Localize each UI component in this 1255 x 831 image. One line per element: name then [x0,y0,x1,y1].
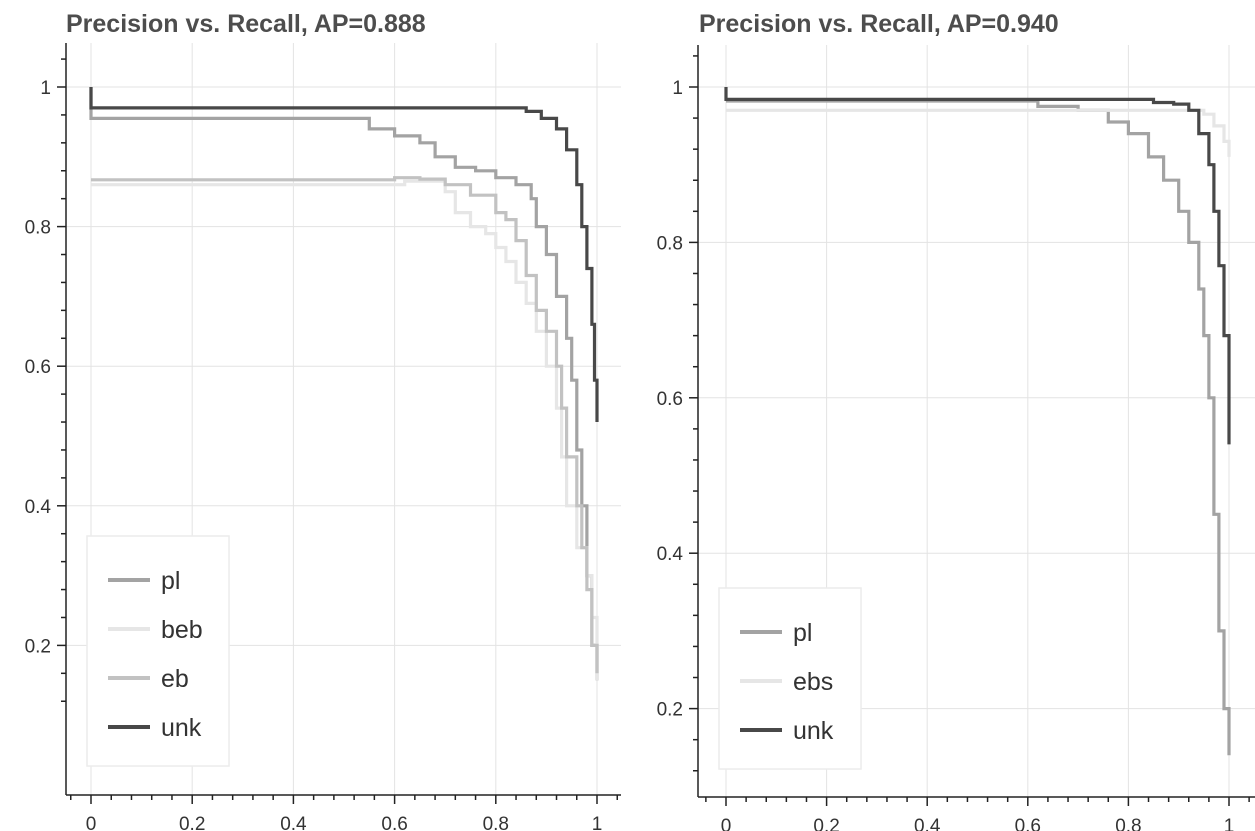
x-tick-label: 0.6 [1015,816,1041,831]
y-tick-label: 0.6 [657,389,683,410]
series-line-unk [89,87,599,422]
x-tick-label: 0.8 [483,814,509,831]
y-tick-label: 1 [672,78,683,99]
legend-box [86,535,230,767]
x-tick-label: 0.4 [280,814,307,831]
series-line-beb [91,179,599,681]
legend: pl beb eb unk [86,535,230,767]
y-tick-label: 0.2 [657,700,683,721]
chart-panel-left: Precision vs. Recall, AP=0.888 0 0.2 0.4 0.… [25,10,621,831]
legend-label-pl: pl [793,619,812,647]
series-group [89,87,599,681]
grid [66,43,621,795]
y-tick-label: 0.2 [25,636,51,657]
y-tick-label: 0.8 [657,233,683,254]
y-tick-label: 0.4 [25,497,52,518]
x-tick-label: 0 [86,814,97,831]
chart-plot-area: 0 0.2 0.4 0.6 0.8 1 0.2 0.4 0.6 0.8 1 pl beb eb unk [25,43,621,831]
x-tick-label: 0.6 [381,814,407,831]
x-tick-label: 1 [592,814,603,831]
chart-title: Precision vs. Recall, AP=0.940 [699,10,1059,38]
series-line-unk [724,87,1231,445]
x-tick-label: 0.4 [914,816,941,831]
legend-label-eb: eb [161,665,189,693]
legend-label-unk: unk [161,714,202,742]
y-tick-label: 0.8 [25,218,51,239]
legend-label-ebs: ebs [793,668,833,696]
y-tick-label: 0.4 [657,544,684,565]
legend-label-beb: beb [161,616,203,644]
x-tick-label: 0.2 [813,816,839,831]
chart-plot-area: 0 0.2 0.4 0.6 0.8 1 0.2 0.4 0.6 0.8 1 pl ebs unk [657,45,1255,831]
x-tick-label: 0.2 [179,814,205,831]
grid [698,45,1255,797]
chart-panel-right: Precision vs. Recall, AP=0.940 0 0.2 0.4 0.… [628,0,1255,831]
series-line-eb [91,176,599,674]
series-line-pl [89,87,599,681]
series-line-ebs [726,108,1231,157]
x-tick-label: 0.8 [1115,816,1141,831]
legend-label-unk: unk [793,717,834,745]
axes [689,45,1255,806]
series-group [724,87,1231,756]
legend-label-pl: pl [161,567,180,595]
y-tick-label: 1 [40,78,51,99]
chart-title: Precision vs. Recall, AP=0.888 [66,10,426,38]
axes [57,43,621,804]
x-tick-label: 0 [721,816,732,831]
legend-box [718,587,862,770]
y-tick-label: 0.6 [25,357,51,378]
x-tick-label: 1 [1224,816,1235,831]
legend: pl ebs unk [718,587,862,770]
